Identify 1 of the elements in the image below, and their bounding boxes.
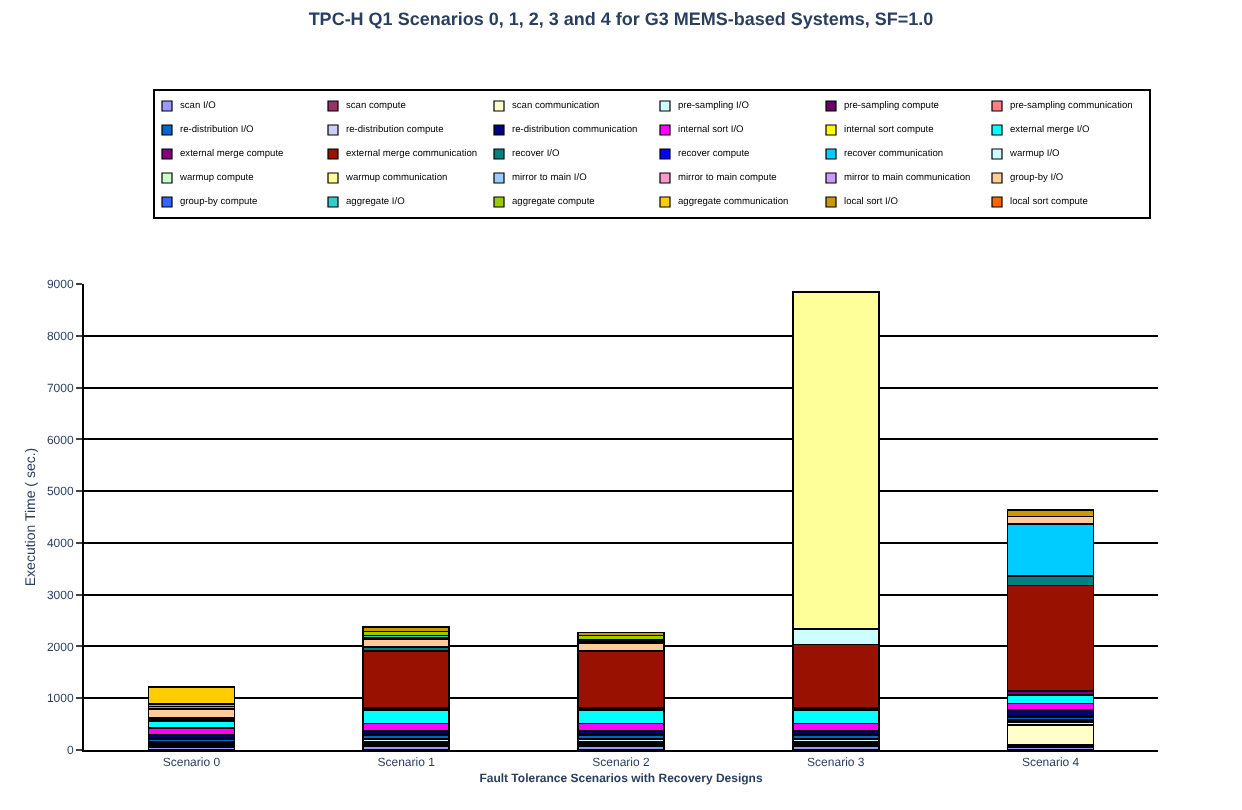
chart-title: TPC-H Q1 Scenarios 0, 1, 2, 3 and 4 for G3 MEMS-based Systems, SF=1.0 bbox=[308, 8, 934, 29]
